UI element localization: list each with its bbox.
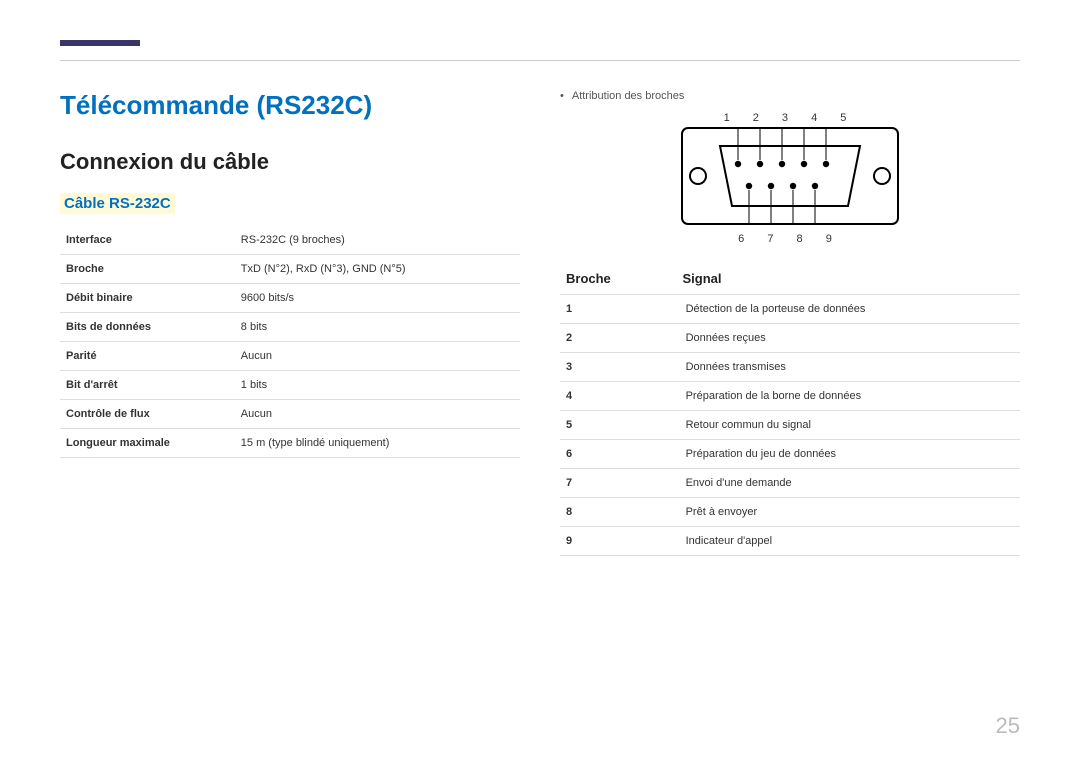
spec-value: Aucun bbox=[235, 400, 520, 429]
signal-row: 3Données transmises bbox=[560, 353, 1020, 382]
spec-table: InterfaceRS-232C (9 broches)BrocheTxD (N… bbox=[60, 226, 520, 458]
signal-name: Préparation du jeu de données bbox=[680, 440, 1020, 469]
signal-table-header: Broche Signal bbox=[560, 263, 1020, 295]
signal-row: 6Préparation du jeu de données bbox=[560, 440, 1020, 469]
page-number: 25 bbox=[996, 713, 1020, 739]
spec-key: Contrôle de flux bbox=[60, 400, 235, 429]
spec-key: Interface bbox=[60, 226, 235, 255]
signal-name: Indicateur d'appel bbox=[680, 527, 1020, 556]
pin-assignment-label: Attribution des broches bbox=[560, 90, 1020, 102]
signal-pin: 4 bbox=[560, 382, 680, 411]
spec-value: 15 m (type blindé uniquement) bbox=[235, 429, 520, 458]
signal-pin: 1 bbox=[560, 295, 680, 324]
connector-diagram: 1 2 3 4 5 6 7 8 9 bbox=[560, 112, 1020, 245]
spec-value: 9600 bits/s bbox=[235, 284, 520, 313]
header-accent-bar bbox=[60, 40, 140, 46]
spec-row: InterfaceRS-232C (9 broches) bbox=[60, 226, 520, 255]
spec-row: Contrôle de fluxAucun bbox=[60, 400, 520, 429]
page-title: Télécommande (RS232C) bbox=[60, 90, 520, 121]
spec-key: Débit binaire bbox=[60, 284, 235, 313]
spec-key: Broche bbox=[60, 255, 235, 284]
spec-value: Aucun bbox=[235, 342, 520, 371]
signal-name: Détection de la porteuse de données bbox=[680, 295, 1020, 324]
signal-pin: 5 bbox=[560, 411, 680, 440]
page-body: Télécommande (RS232C) Connexion du câble… bbox=[60, 90, 1020, 556]
signal-pin: 7 bbox=[560, 469, 680, 498]
spec-value: RS-232C (9 broches) bbox=[235, 226, 520, 255]
subsection-heading: Câble RS-232C bbox=[60, 193, 175, 214]
signal-pin: 6 bbox=[560, 440, 680, 469]
left-column: Télécommande (RS232C) Connexion du câble… bbox=[60, 90, 520, 556]
spec-value: TxD (N°2), RxD (N°3), GND (N°5) bbox=[235, 255, 520, 284]
signal-header-pin: Broche bbox=[566, 271, 682, 286]
pin-labels-bottom: 6 7 8 9 bbox=[560, 233, 1020, 245]
pin-labels-top: 1 2 3 4 5 bbox=[560, 112, 1020, 124]
signal-row: 9Indicateur d'appel bbox=[560, 527, 1020, 556]
spec-value: 8 bits bbox=[235, 313, 520, 342]
signal-name: Prêt à envoyer bbox=[680, 498, 1020, 527]
signal-table: 1Détection de la porteuse de données2Don… bbox=[560, 295, 1020, 556]
signal-row: 8Prêt à envoyer bbox=[560, 498, 1020, 527]
spec-row: Bits de données8 bits bbox=[60, 313, 520, 342]
spec-key: Bits de données bbox=[60, 313, 235, 342]
signal-row: 4Préparation de la borne de données bbox=[560, 382, 1020, 411]
signal-pin: 9 bbox=[560, 527, 680, 556]
signal-pin: 2 bbox=[560, 324, 680, 353]
signal-row: 7Envoi d'une demande bbox=[560, 469, 1020, 498]
spec-key: Longueur maximale bbox=[60, 429, 235, 458]
spec-row: Bit d'arrêt1 bits bbox=[60, 371, 520, 400]
db9-connector-icon bbox=[680, 126, 900, 226]
signal-row: 2Données reçues bbox=[560, 324, 1020, 353]
signal-name: Données transmises bbox=[680, 353, 1020, 382]
signal-name: Retour commun du signal bbox=[680, 411, 1020, 440]
signal-name: Envoi d'une demande bbox=[680, 469, 1020, 498]
spec-value: 1 bits bbox=[235, 371, 520, 400]
spec-row: ParitéAucun bbox=[60, 342, 520, 371]
spec-row: Débit binaire9600 bits/s bbox=[60, 284, 520, 313]
signal-name: Données reçues bbox=[680, 324, 1020, 353]
section-heading: Connexion du câble bbox=[60, 149, 520, 175]
spec-row: BrocheTxD (N°2), RxD (N°3), GND (N°5) bbox=[60, 255, 520, 284]
right-column: Attribution des broches 1 2 3 4 5 6 7 8 … bbox=[560, 90, 1020, 556]
header-rule bbox=[60, 60, 1020, 61]
spec-key: Parité bbox=[60, 342, 235, 371]
spec-row: Longueur maximale15 m (type blindé uniqu… bbox=[60, 429, 520, 458]
signal-name: Préparation de la borne de données bbox=[680, 382, 1020, 411]
signal-row: 1Détection de la porteuse de données bbox=[560, 295, 1020, 324]
signal-row: 5Retour commun du signal bbox=[560, 411, 1020, 440]
spec-key: Bit d'arrêt bbox=[60, 371, 235, 400]
signal-pin: 3 bbox=[560, 353, 680, 382]
signal-pin: 8 bbox=[560, 498, 680, 527]
signal-header-signal: Signal bbox=[682, 271, 1014, 286]
